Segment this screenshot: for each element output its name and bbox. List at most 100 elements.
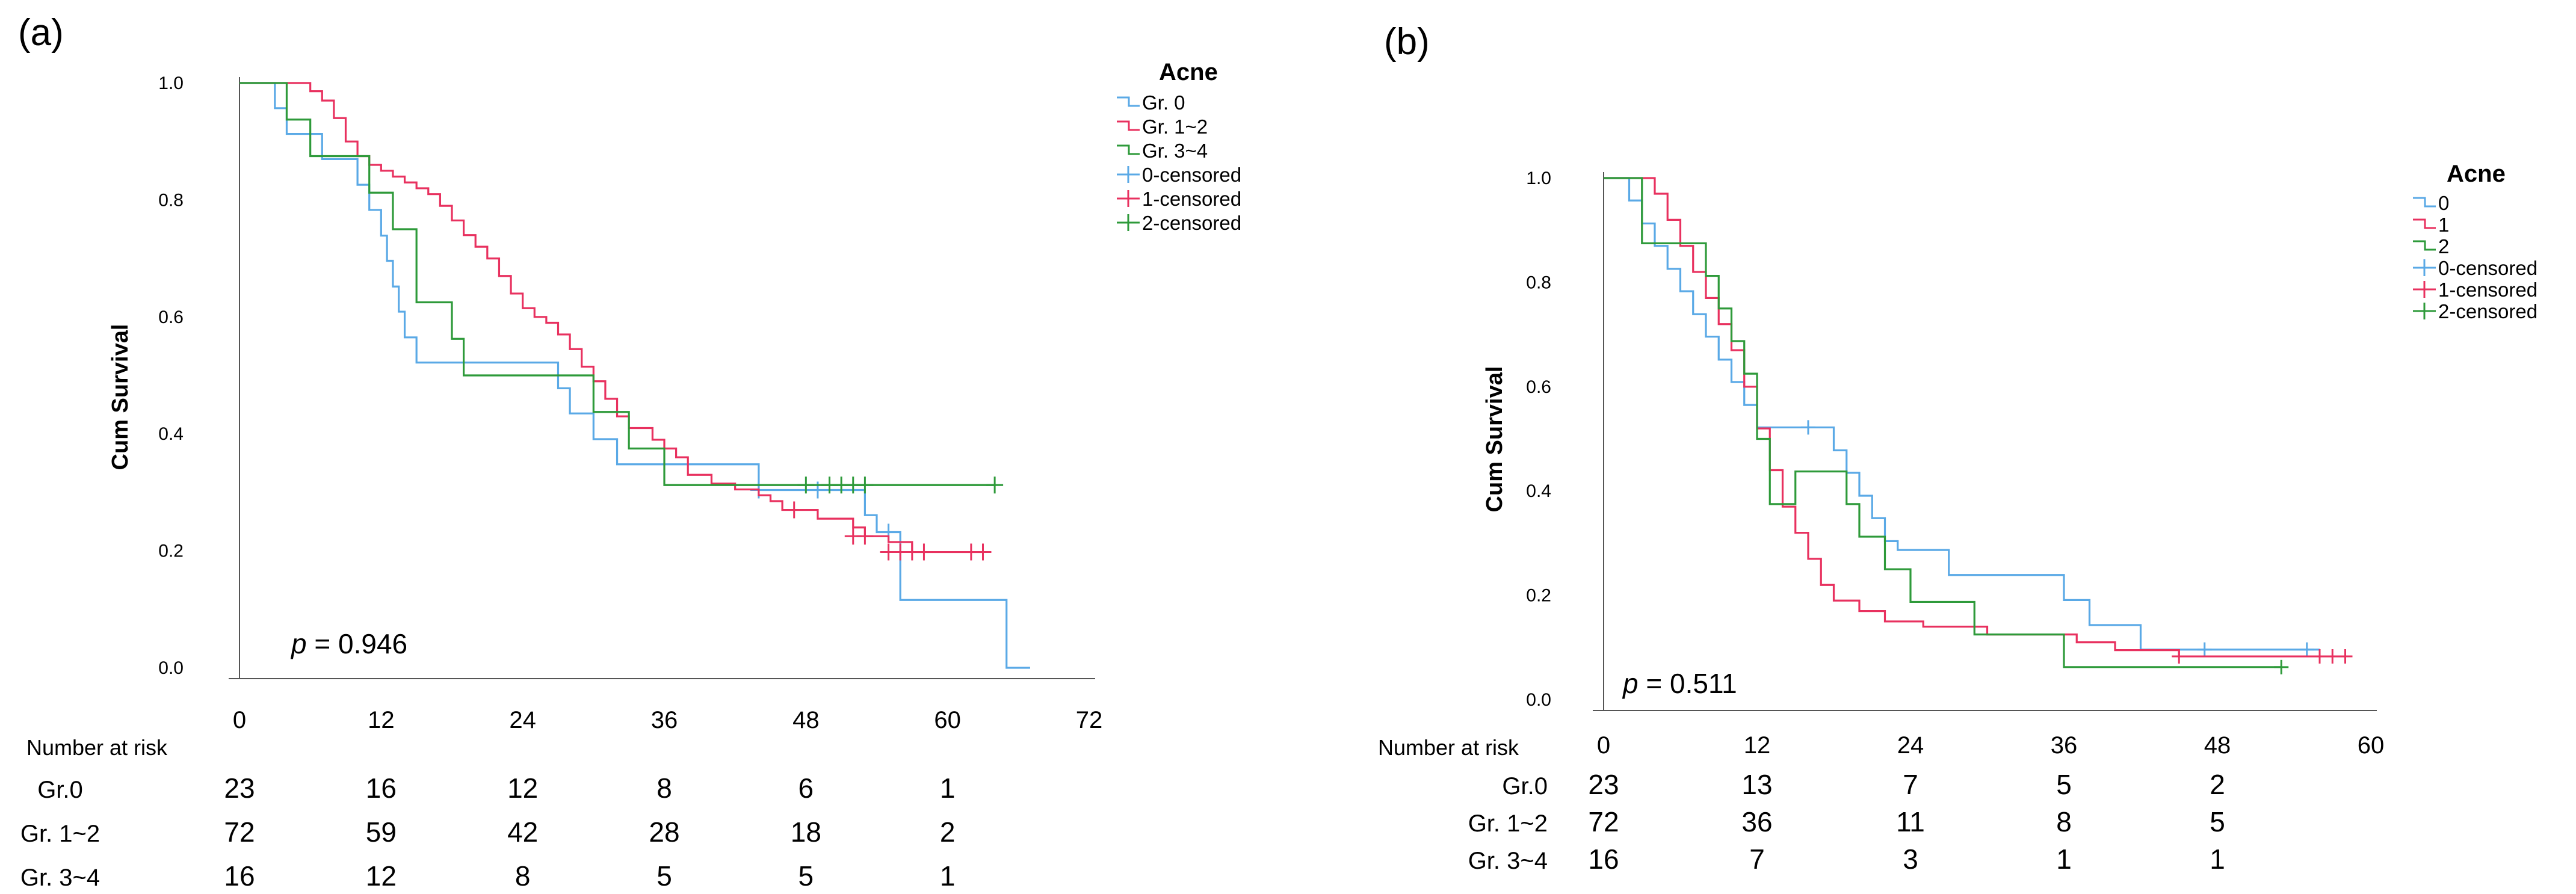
legend-label: 0-censored xyxy=(2438,257,2537,279)
legend-label: 1 xyxy=(2438,214,2449,236)
legend-step-line xyxy=(2413,197,2436,208)
panel-a-xtick-label: 24 xyxy=(509,707,536,733)
censor-mark xyxy=(2338,649,2353,664)
panel-a-risk-table: Number at risk Gr.0 Gr. 1~2 Gr. 3~4 23 1… xyxy=(20,735,956,892)
risk-row-label: Gr.0 xyxy=(37,777,83,803)
risk-count: 6 xyxy=(798,772,814,804)
legend-censor-mark xyxy=(2413,303,2436,319)
risk-count: 11 xyxy=(1896,806,1925,837)
risk-table-header: Number at risk xyxy=(26,735,168,760)
censor-mark xyxy=(1801,420,1815,435)
legend-step-swatch xyxy=(2413,218,2436,229)
legend-step-swatch xyxy=(2413,197,2436,208)
legend-censor-mark xyxy=(1117,214,1140,231)
legend-censor-mark xyxy=(1117,166,1140,183)
censor-mark xyxy=(974,543,992,561)
legend-censor-mark xyxy=(1117,190,1140,207)
panel-b-xtick-label: 0 xyxy=(1597,732,1610,759)
legend-item: 0-censored xyxy=(2413,257,2537,279)
panel-a-axes xyxy=(229,77,1095,679)
panel-a-legend-items: Gr. 0 Gr. 1~2 Gr. 3~4 0-censored 1-censo… xyxy=(1117,91,1241,234)
legend-label: 2-censored xyxy=(1142,212,1241,234)
censor-mark xyxy=(797,476,815,494)
risk-count: 13 xyxy=(1741,769,1772,800)
risk-count: 8 xyxy=(656,772,672,804)
legend-item: 1-censored xyxy=(2413,279,2537,301)
risk-table-header: Number at risk xyxy=(1378,735,1519,760)
risk-count: 1 xyxy=(2056,843,2072,875)
legend-item: 2-censored xyxy=(1117,212,1241,234)
panel-b-xtick-label: 12 xyxy=(1744,732,1771,759)
risk-count: 2 xyxy=(2210,769,2225,800)
legend-censor-mark xyxy=(2413,259,2436,276)
risk-count: 5 xyxy=(656,860,672,892)
legend-label: 0-censored xyxy=(1142,164,1241,186)
risk-count: 5 xyxy=(2056,769,2072,800)
panel-a-xtick-label: 72 xyxy=(1076,707,1103,733)
censor-mark xyxy=(2299,642,2314,657)
legend-censor-swatch xyxy=(1117,166,1140,183)
panel-a-risk-cells: 23 16 12 8 6 1 72 59 42 28 18 2 16 12 8 … xyxy=(224,772,955,892)
risk-count: 1 xyxy=(940,772,956,804)
panel-b-legend: Acne 0 1 2 0-censored 1-censored 2-censo… xyxy=(2413,161,2537,322)
panel-a-ytick-label: 1.0 xyxy=(158,73,184,93)
legend-censor-swatch xyxy=(1117,190,1140,207)
legend-label: Gr. 3~4 xyxy=(1142,140,1208,162)
km-curve-2 xyxy=(1604,177,2282,668)
censor-mark xyxy=(2274,659,2289,674)
panel-a-x-ticks: 0 12 24 36 48 60 72 xyxy=(233,707,1102,733)
panel-a-ytick-label: 0.4 xyxy=(158,424,184,444)
legend-item: Gr. 3~4 xyxy=(1117,140,1208,162)
panel-b-xtick-label: 48 xyxy=(2204,732,2231,759)
risk-count: 7 xyxy=(1749,843,1765,875)
censor-mark xyxy=(986,476,1004,494)
km-curve-gr-1-2 xyxy=(239,82,983,553)
risk-count: 7 xyxy=(1903,769,1918,800)
risk-count: 16 xyxy=(366,772,397,804)
legend-label: 2 xyxy=(2438,235,2449,257)
censor-mark xyxy=(785,501,803,519)
legend-label: 1-censored xyxy=(1142,188,1241,210)
risk-count: 72 xyxy=(224,816,255,848)
risk-count: 12 xyxy=(366,860,397,892)
legend-label: 2-censored xyxy=(2438,300,2537,322)
censor-mark xyxy=(2172,649,2187,664)
legend-item: 2-censored xyxy=(2413,300,2537,322)
censor-mark xyxy=(915,543,933,561)
risk-count: 8 xyxy=(515,860,531,892)
legend-step-swatch xyxy=(1117,96,1140,107)
panel-a-xtick-label: 60 xyxy=(934,707,961,733)
legend-step-swatch xyxy=(1117,144,1140,155)
risk-row-label: Gr. 1~2 xyxy=(1468,810,1548,837)
risk-row-label: Gr.0 xyxy=(1502,773,1548,800)
legend-step-swatch xyxy=(2413,240,2436,251)
legend-censor-swatch xyxy=(2413,259,2436,276)
legend-step-line xyxy=(1117,96,1140,107)
km-curve-gr-0 xyxy=(239,82,1030,669)
panel-b-letter: (b) xyxy=(1384,21,1430,63)
panel-b-p-value: p = 0.511 xyxy=(1622,668,1737,699)
legend-step-line xyxy=(2413,240,2436,251)
panel-a-y-ticks: 0.0 0.2 0.4 0.6 0.8 1.0 xyxy=(158,73,184,678)
legend-item: Gr. 0 xyxy=(1117,91,1185,114)
panel-a-ytick-label: 0.8 xyxy=(158,190,184,210)
legend-step-line xyxy=(1117,144,1140,155)
legend-item: 0 xyxy=(2413,192,2449,214)
censor-mark xyxy=(856,528,874,545)
risk-count: 1 xyxy=(2210,843,2225,875)
panel-a-legend: Acne Gr. 0 Gr. 1~2 Gr. 3~4 0-censored 1-… xyxy=(1117,59,1241,234)
panel-b-xtick-label: 36 xyxy=(2051,732,2078,759)
panel-b-x-ticks: 0 12 24 36 48 60 xyxy=(1597,732,2384,759)
risk-count: 59 xyxy=(366,816,397,848)
legend-censor-mark xyxy=(2413,281,2436,298)
km-curve-1 xyxy=(1604,177,2346,658)
panel-b-ytick-label: 0.0 xyxy=(1526,690,1551,710)
risk-count: 23 xyxy=(224,772,255,804)
panel-b-risk-cells: 23 13 7 5 2 72 36 11 8 5 16 7 3 1 1 xyxy=(1588,769,2225,875)
panel-a-xtick-label: 48 xyxy=(792,707,820,733)
panel-a: (a) Cum Survival 0.0 0.2 0.4 0.6 0.8 1.0… xyxy=(18,12,1241,892)
panel-a-xtick-label: 12 xyxy=(368,707,395,733)
risk-count: 2 xyxy=(940,816,956,848)
risk-count: 12 xyxy=(507,772,538,804)
legend-label: 0 xyxy=(2438,192,2449,214)
